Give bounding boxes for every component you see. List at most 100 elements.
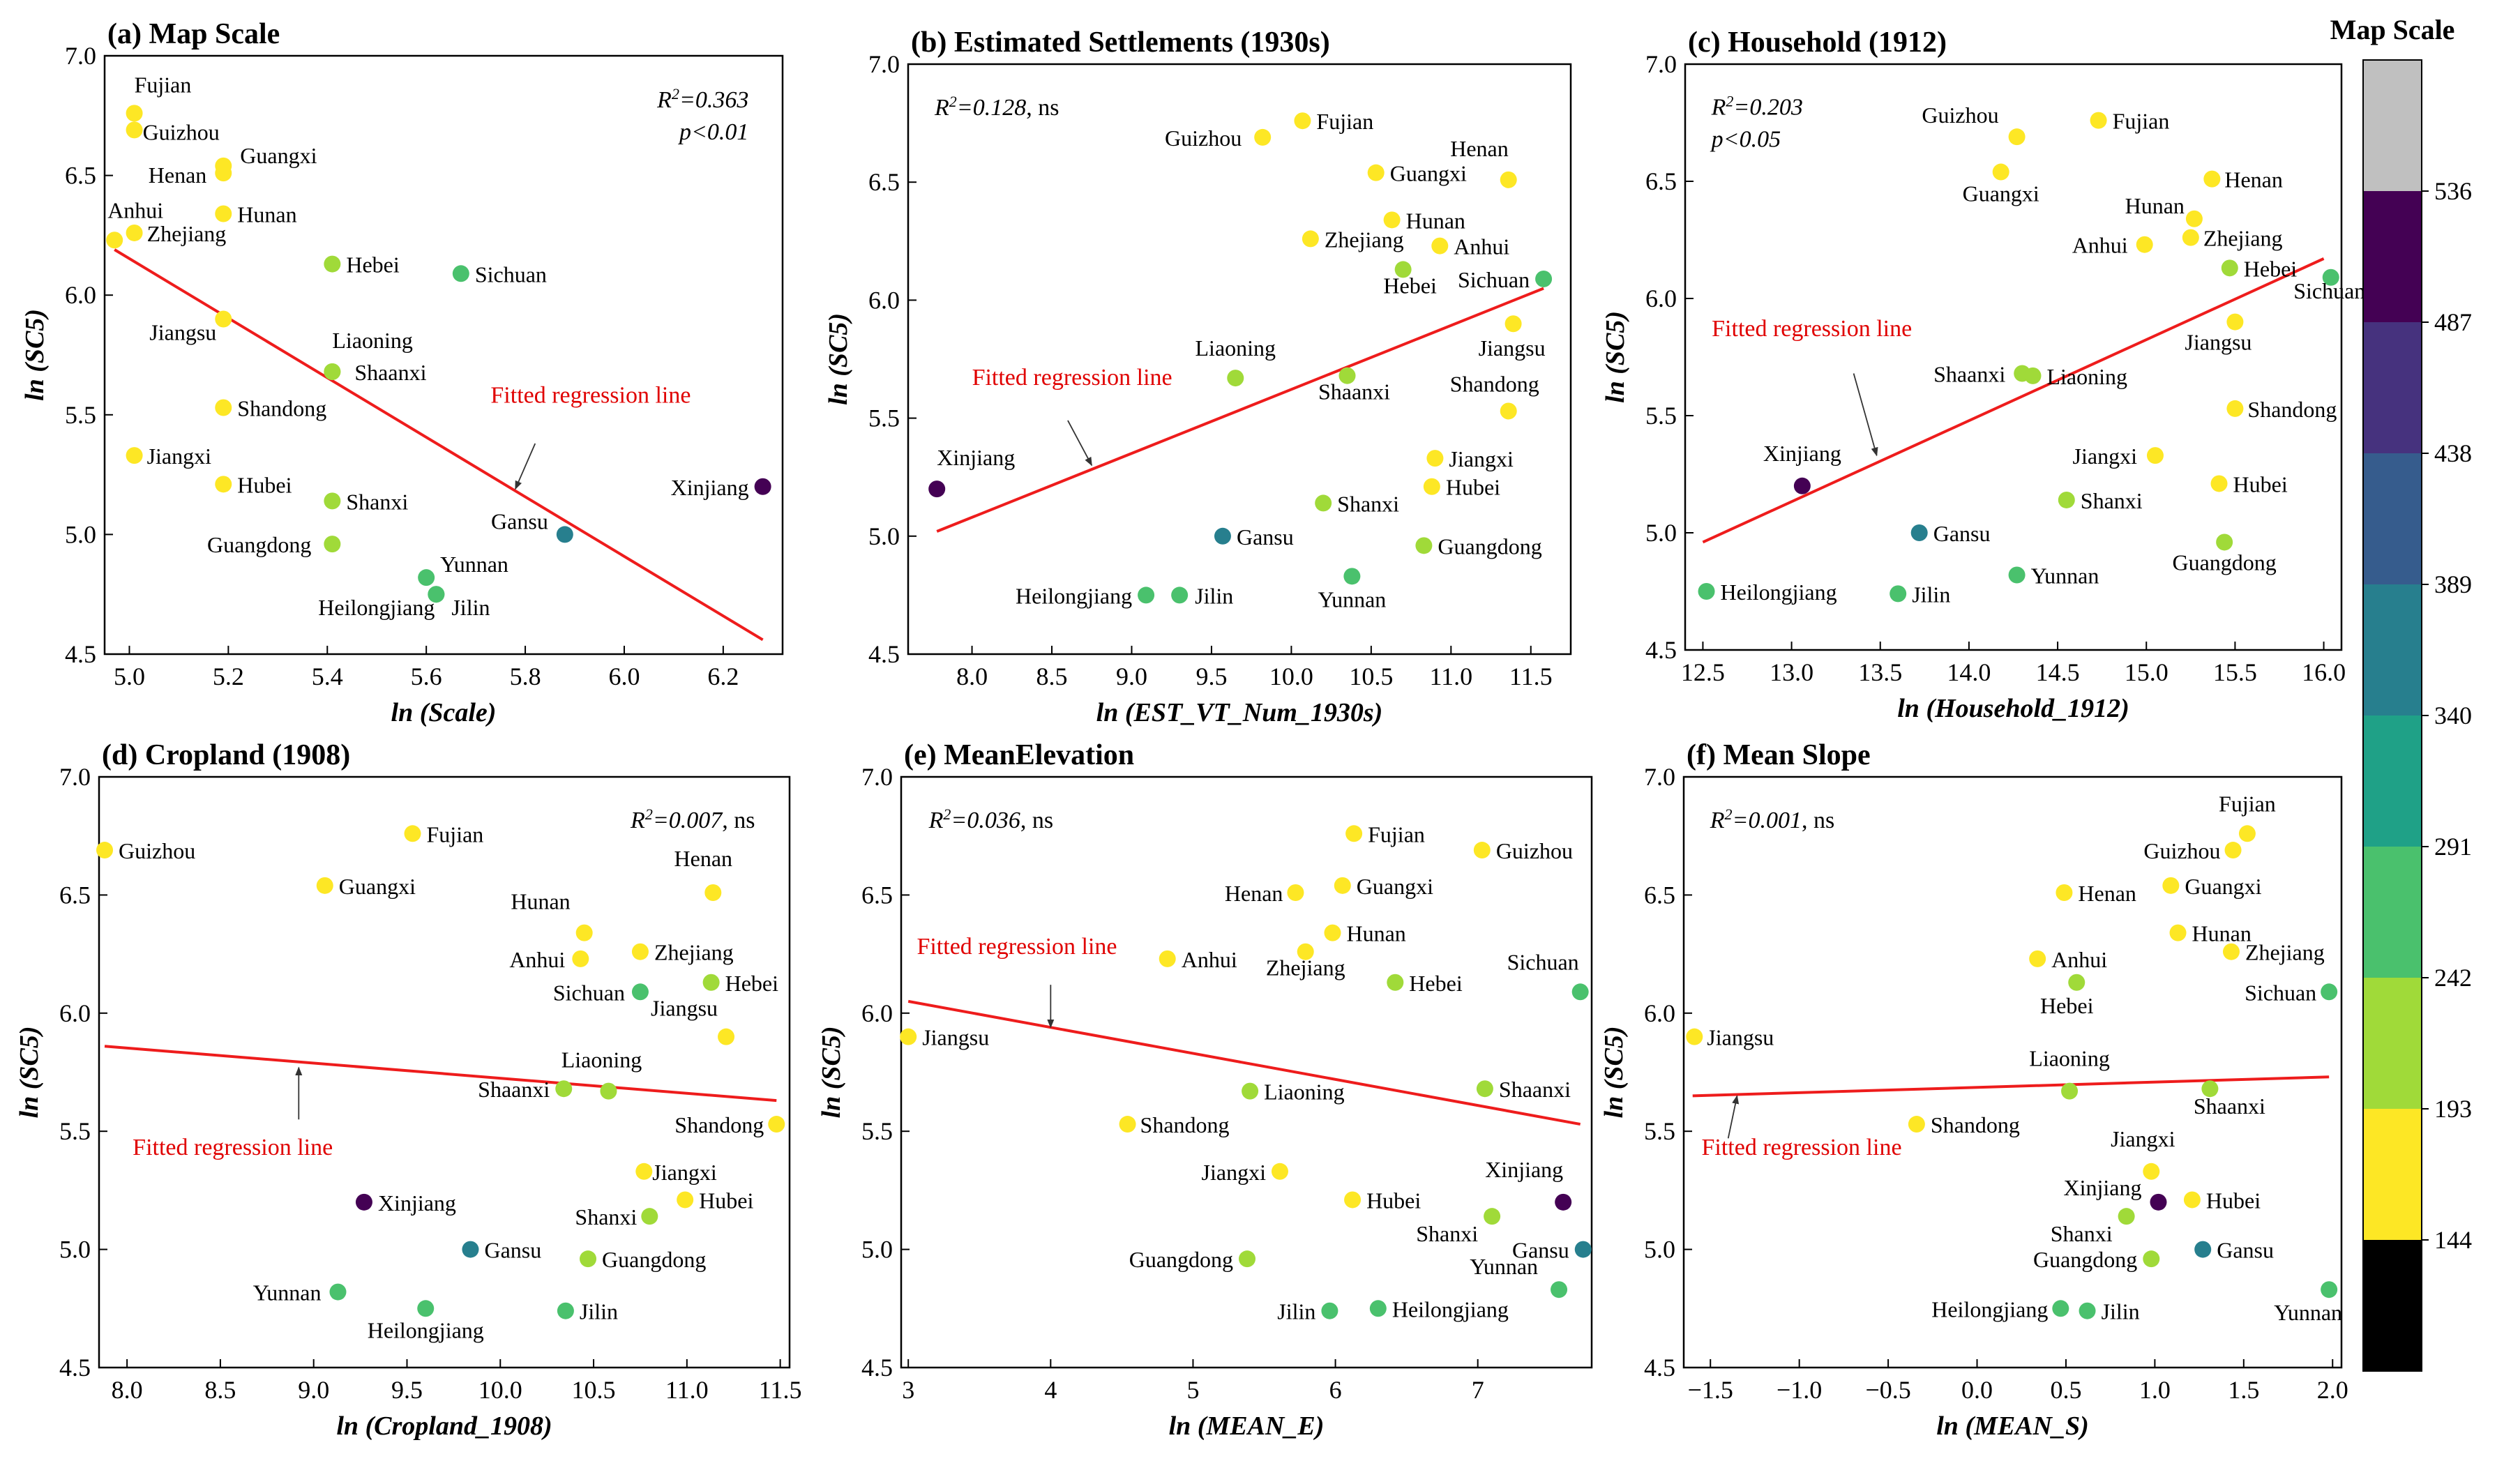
x-tick-label: 16.0 [2302,658,2346,686]
colorbar-title: Map Scale [2330,14,2455,45]
point-label: Guizhou [2143,838,2220,863]
y-axis-label: ln (SC5) [20,309,50,401]
fitted-regression-line [1692,1075,2330,1098]
fitted-regression-line [907,999,1581,1126]
data-point-henan [215,165,232,182]
colorbar-segment [2363,978,2422,1110]
point-label: Jilin [1195,583,1233,608]
point-label: Hunan [1406,208,1465,233]
data-point-guangdong [1239,1250,1256,1268]
x-tick-label: 1.0 [2139,1376,2171,1404]
fitted-line-label: Fitted regression line [1701,1135,1901,1160]
x-tick-label: 11.0 [1429,662,1472,690]
data-point-gansu [1910,524,1928,541]
y-tick-label: 7.0 [1644,763,1675,791]
y-tick-label: 6.0 [868,286,900,314]
x-tick-label: 9.0 [298,1376,329,1404]
y-tick-label: 6.0 [59,999,91,1027]
data-point-henan [1500,171,1517,188]
data-point-henan [2056,884,2073,902]
data-point-hebei [1394,261,1412,278]
point-label: Jiangxi [2111,1126,2175,1151]
data-point-jiangsu [215,310,232,328]
panel-a: (a) Map Scale 5.0 5.2 5.4 5.6 5.8 6.0 6.2 4.5 5.0… [20,18,784,727]
data-point-hunan [575,924,593,941]
data-point-yunnan [2321,1281,2338,1298]
plot-frame [98,775,791,1369]
colorbar-tick-label: 242 [2434,964,2472,992]
y-tick-label: 7.0 [1645,50,1677,78]
data-point-hunan [2185,210,2203,227]
point-label: Guangdong [1438,533,1541,559]
data-point-shanxi [324,492,341,510]
data-point-liaoning [600,1082,617,1100]
point-label: Gansu [1237,524,1294,550]
x-tick-label: 14.0 [1947,658,1991,686]
colorbar-segment [2363,453,2422,585]
plot-frame [900,775,1593,1369]
x-tick-label: 11.5 [1509,662,1553,690]
point-label: Jilin [2102,1299,2140,1324]
data-point-anhui [1159,950,1176,967]
point-label: Anhui [1182,947,1237,972]
data-point-anhui [2029,950,2046,967]
point-label: Jiangxi [1449,446,1514,471]
point-label: Guangdong [602,1247,706,1272]
data-point-guangxi [316,877,333,894]
point-label: Zhejiang [2245,940,2325,965]
point-label: Shaanxi [1933,362,2005,387]
point-label: Hunan [1346,921,1405,946]
data-point-guizhou [126,121,143,139]
point-label: Shandong [2247,397,2337,422]
x-axis-label: ln (MEAN_S) [1936,1411,2089,1441]
y-tick-label: 5.5 [861,1117,893,1145]
y-tick-label: 6.0 [861,999,893,1027]
y-axis-label: ln (SC5) [1601,311,1630,403]
point-label: Guangxi [1963,181,2039,206]
y-tick-label: 7.0 [65,42,96,70]
x-axis-label: ln (Household_1912) [1897,694,2129,723]
data-point-anhui [106,232,123,249]
point-label: Anhui [2051,947,2107,972]
fitted-regression-line [936,287,1544,533]
y-tick-label: 6.0 [1645,285,1677,312]
point-label: Liaoning [1264,1080,1345,1105]
data-point-fujian [1345,825,1363,842]
x-tick-label: 13.0 [1770,658,1813,686]
x-tick-label: 5.6 [411,662,442,690]
point-label: Guizhou [1496,838,1573,863]
data-point-shandong [1500,402,1517,420]
point-label: Hunan [511,889,570,914]
point-label: Guizhou [143,119,220,144]
point-label: Anhui [1454,234,1509,259]
data-point-sichuan [631,983,649,1001]
x-tick-label: −1.0 [1777,1376,1822,1404]
point-label: Guangdong [1129,1247,1233,1272]
stat-annotation: R2=0.007, ns [630,805,755,834]
stat-annotation: R2=0.203 [1711,92,1803,121]
point-label: Hebei [346,252,400,278]
data-point-zhejiang [1297,943,1314,960]
colorbar-segment [2363,191,2422,323]
x-tick-label: 5 [1186,1376,1199,1404]
data-point-shandong [1119,1116,1136,1133]
panel-title: (a) Map Scale [107,18,280,50]
data-point-hebei [324,255,341,273]
y-axis-label: ln (SC5) [824,313,853,405]
plot-frame [1682,775,2343,1369]
point-label: Yunnan [440,552,508,577]
data-point-jiangxi [2146,447,2164,464]
x-tick-label: 11.0 [665,1376,709,1404]
point-label: Shanxi [346,489,408,514]
x-tick-label: 2.0 [2317,1376,2348,1404]
point-label: Henan [2224,167,2283,192]
x-tick-label: 7 [1472,1376,1484,1404]
x-tick-label: 0.5 [2050,1376,2081,1404]
y-tick-label: 7.0 [868,50,900,78]
x-tick-label: 5.0 [114,662,145,690]
point-label: Sichuan [553,980,625,1005]
data-point-shanxi [1484,1208,1501,1225]
colorbar-segment [2363,1109,2422,1241]
point-label: Liaoning [561,1047,642,1073]
